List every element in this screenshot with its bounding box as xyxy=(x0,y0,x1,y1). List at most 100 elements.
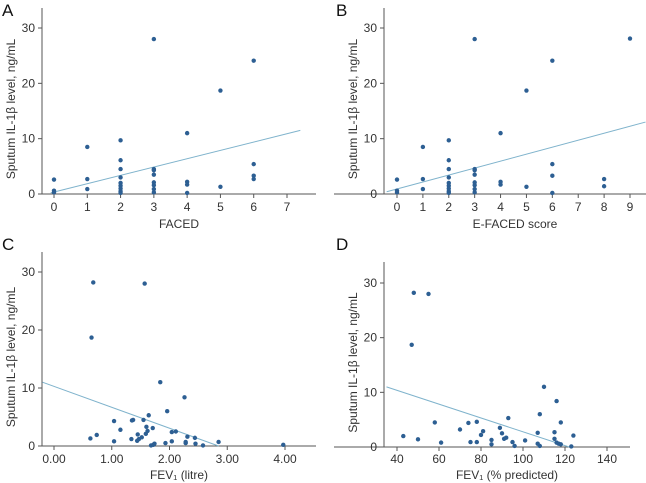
data-point xyxy=(141,417,146,423)
data-point xyxy=(506,415,511,421)
data-point xyxy=(524,184,529,190)
x-tick-label: 1 xyxy=(420,200,427,214)
data-point xyxy=(91,280,96,285)
data-point xyxy=(251,173,256,178)
data-point xyxy=(446,158,451,163)
data-point xyxy=(472,168,477,173)
x-tick-label: 0 xyxy=(394,200,401,214)
data-point xyxy=(169,439,175,444)
data-point xyxy=(550,173,555,178)
data-point xyxy=(184,190,190,196)
data-point xyxy=(184,182,190,187)
data-point xyxy=(498,130,503,136)
data-point xyxy=(498,182,503,187)
data-point xyxy=(432,420,437,425)
data-point xyxy=(200,443,206,448)
x-tick-label: 80 xyxy=(474,452,488,466)
x-tick-label: 140 xyxy=(597,452,617,466)
y-tick-label: 30 xyxy=(364,21,378,35)
data-point xyxy=(192,435,198,441)
data-point xyxy=(51,190,57,195)
regression-line xyxy=(386,121,646,193)
data-point xyxy=(118,138,123,143)
data-point xyxy=(182,395,187,400)
y-tick-label: 20 xyxy=(364,331,378,345)
x-tick-label: 2.00 xyxy=(158,452,182,466)
data-point xyxy=(158,380,163,385)
x-tick-label: 1.00 xyxy=(100,452,124,466)
panel-letter: A xyxy=(2,1,14,20)
data-point xyxy=(151,36,157,42)
data-point xyxy=(251,161,256,167)
y-tick-label: 10 xyxy=(364,132,378,146)
data-point xyxy=(510,439,515,445)
x-tick-label: 3.00 xyxy=(216,452,240,466)
data-point xyxy=(466,420,471,426)
data-point xyxy=(151,172,157,177)
data-point xyxy=(251,58,256,63)
data-point xyxy=(554,398,559,404)
x-tick-label: 8 xyxy=(601,200,608,214)
data-point xyxy=(537,443,542,449)
y-tick-label: 20 xyxy=(22,76,36,90)
x-tick-label: 3 xyxy=(471,200,478,214)
x-tick-label: 40 xyxy=(390,452,404,466)
data-point xyxy=(169,429,175,435)
data-point xyxy=(480,428,486,434)
x-tick-label: 120 xyxy=(555,452,575,466)
panel-d: D 0 10 20 30 40 60 80 100 120 140 FEV₁ (% predicted… xyxy=(334,235,630,482)
data-point xyxy=(472,36,477,42)
x-tick-label: 2 xyxy=(445,200,452,214)
data-point xyxy=(85,144,90,150)
x-tick-label: 4 xyxy=(497,200,504,214)
data-point xyxy=(173,429,179,434)
x-tick-label: 4 xyxy=(184,200,191,214)
data-point xyxy=(474,439,479,445)
panel-letter: C xyxy=(2,235,14,254)
data-point xyxy=(552,436,557,441)
data-point xyxy=(512,443,517,449)
data-point xyxy=(118,427,123,432)
data-point xyxy=(504,435,509,440)
regression-line xyxy=(42,381,219,447)
data-point xyxy=(118,166,123,172)
data-point xyxy=(151,190,157,195)
data-point xyxy=(541,384,547,390)
data-point xyxy=(426,291,431,297)
data-point xyxy=(550,190,555,196)
panel-b: B 0 10 20 30 0 1 2 3 4 5 6 7 8 9 E-FACED score Sputum IL… xyxy=(334,1,646,231)
x-tick-label: 5 xyxy=(217,200,224,214)
data-point xyxy=(474,419,479,425)
data-point xyxy=(85,186,90,192)
x-tick-label: 6 xyxy=(250,200,257,214)
y-tick-label: 10 xyxy=(364,385,378,399)
data-point xyxy=(184,130,190,136)
x-tick-label: 4.00 xyxy=(273,452,297,466)
data-point xyxy=(88,436,93,441)
data-point xyxy=(550,58,555,63)
data-point xyxy=(142,281,147,286)
data-point xyxy=(251,176,256,182)
x-tick-label: 100 xyxy=(513,452,533,466)
data-point xyxy=(627,36,633,41)
y-tick-label: 20 xyxy=(22,323,36,337)
y-tick-label: 0 xyxy=(28,187,35,201)
data-point xyxy=(183,439,188,445)
data-point xyxy=(489,442,494,447)
data-point xyxy=(151,168,157,173)
y-axis-label: Sputum IL-1β level, ng/mL xyxy=(346,292,360,433)
data-point xyxy=(51,177,57,182)
data-point xyxy=(218,88,223,93)
y-axis-label: Sputum IL-1β level, ng/mL xyxy=(4,39,18,180)
x-axis-label: FACED xyxy=(159,217,199,231)
x-axis-label: FEV₁ (litre) xyxy=(150,468,208,482)
y-tick-label: 0 xyxy=(28,439,35,453)
y-tick-label: 10 xyxy=(22,381,36,395)
data-point xyxy=(185,434,190,439)
data-point xyxy=(497,425,503,431)
x-tick-label: 5 xyxy=(523,200,530,214)
data-point xyxy=(129,436,134,442)
data-point xyxy=(472,186,477,192)
x-axis-label: FEV₁ (% predicted) xyxy=(456,468,558,482)
